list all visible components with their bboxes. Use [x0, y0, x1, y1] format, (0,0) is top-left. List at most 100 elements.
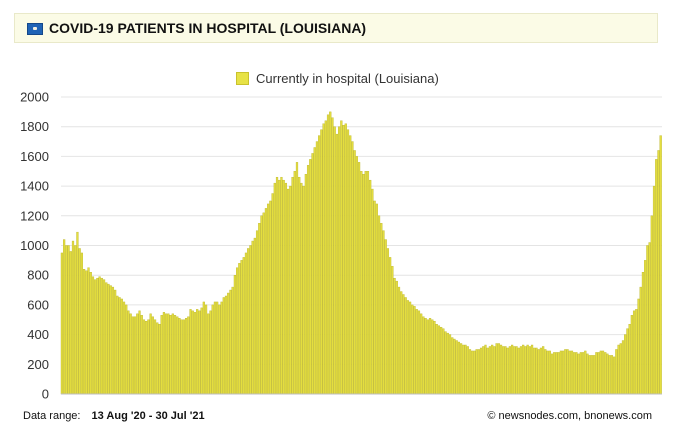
bar[interactable]: [635, 309, 638, 395]
bar[interactable]: [413, 306, 416, 395]
bar[interactable]: [138, 310, 141, 395]
bar[interactable]: [338, 126, 341, 395]
bar[interactable]: [60, 252, 64, 395]
bar[interactable]: [482, 346, 485, 395]
bar[interactable]: [539, 347, 543, 395]
bar[interactable]: [184, 318, 188, 395]
bar[interactable]: [147, 319, 150, 395]
bar[interactable]: [280, 176, 283, 395]
bar[interactable]: [559, 350, 563, 395]
bar[interactable]: [466, 346, 469, 395]
bar[interactable]: [320, 129, 323, 395]
bar[interactable]: [499, 344, 503, 395]
bar[interactable]: [471, 350, 474, 395]
bar[interactable]: [82, 269, 86, 395]
bar[interactable]: [158, 324, 161, 395]
bar[interactable]: [393, 277, 396, 395]
bar[interactable]: [626, 328, 629, 395]
bar[interactable]: [577, 353, 580, 395]
bar[interactable]: [240, 260, 243, 395]
bar[interactable]: [588, 355, 591, 395]
bar[interactable]: [568, 350, 571, 395]
bar[interactable]: [264, 208, 268, 395]
bar[interactable]: [457, 341, 460, 395]
bar[interactable]: [444, 331, 447, 395]
bar[interactable]: [313, 147, 316, 395]
bar[interactable]: [599, 350, 602, 395]
bar[interactable]: [380, 223, 383, 395]
bar[interactable]: [344, 123, 347, 395]
bar[interactable]: [233, 275, 236, 395]
bar[interactable]: [553, 352, 556, 395]
bar[interactable]: [340, 120, 343, 395]
bar[interactable]: [437, 325, 441, 395]
bar[interactable]: [140, 315, 143, 395]
bar[interactable]: [613, 356, 616, 395]
bar[interactable]: [160, 315, 163, 395]
bar[interactable]: [406, 300, 409, 395]
bar[interactable]: [468, 349, 472, 395]
bar[interactable]: [530, 344, 534, 395]
bar[interactable]: [255, 230, 259, 395]
bar[interactable]: [167, 313, 170, 395]
bar[interactable]: [357, 162, 361, 395]
bar[interactable]: [506, 347, 509, 395]
bar[interactable]: [360, 171, 363, 395]
bar[interactable]: [610, 355, 614, 395]
bar[interactable]: [198, 310, 201, 395]
bar[interactable]: [125, 304, 128, 395]
bar[interactable]: [202, 301, 205, 395]
bar[interactable]: [377, 215, 381, 395]
bar[interactable]: [420, 313, 423, 395]
bar[interactable]: [171, 313, 174, 395]
bar[interactable]: [515, 346, 518, 395]
bar[interactable]: [129, 313, 132, 395]
bar[interactable]: [267, 203, 270, 395]
bar[interactable]: [535, 347, 538, 395]
bar[interactable]: [579, 352, 582, 395]
bar[interactable]: [107, 283, 110, 395]
bar[interactable]: [537, 349, 540, 395]
bar[interactable]: [173, 315, 177, 395]
bar[interactable]: [189, 309, 192, 395]
bar[interactable]: [606, 353, 609, 395]
bar[interactable]: [508, 346, 512, 395]
bar[interactable]: [142, 319, 146, 395]
bar[interactable]: [94, 279, 97, 395]
bar[interactable]: [302, 185, 305, 395]
bar[interactable]: [548, 350, 551, 395]
bar[interactable]: [309, 159, 312, 395]
bar[interactable]: [78, 248, 81, 395]
bar[interactable]: [386, 248, 390, 395]
bar[interactable]: [227, 292, 230, 395]
bar[interactable]: [641, 272, 645, 395]
bar[interactable]: [349, 135, 352, 395]
bar[interactable]: [451, 337, 454, 395]
bar[interactable]: [479, 347, 483, 395]
bar[interactable]: [300, 182, 303, 395]
bar[interactable]: [621, 340, 625, 395]
bar[interactable]: [646, 245, 649, 395]
bar[interactable]: [153, 319, 157, 395]
bar[interactable]: [176, 316, 179, 395]
bar[interactable]: [273, 182, 276, 395]
bar[interactable]: [581, 352, 585, 395]
bar[interactable]: [63, 239, 66, 395]
bar[interactable]: [513, 346, 516, 395]
bar[interactable]: [346, 129, 350, 395]
bar[interactable]: [491, 344, 494, 395]
bar[interactable]: [244, 252, 248, 395]
bar[interactable]: [657, 150, 660, 395]
bar[interactable]: [389, 257, 392, 395]
bar[interactable]: [116, 295, 119, 395]
bar[interactable]: [74, 245, 77, 395]
bar[interactable]: [593, 355, 596, 395]
bar[interactable]: [271, 193, 274, 395]
bar[interactable]: [459, 343, 463, 395]
bar[interactable]: [371, 188, 374, 395]
bar[interactable]: [369, 179, 372, 395]
bar[interactable]: [331, 117, 334, 395]
bar[interactable]: [486, 347, 489, 395]
bar[interactable]: [87, 267, 90, 395]
bar[interactable]: [89, 272, 92, 395]
